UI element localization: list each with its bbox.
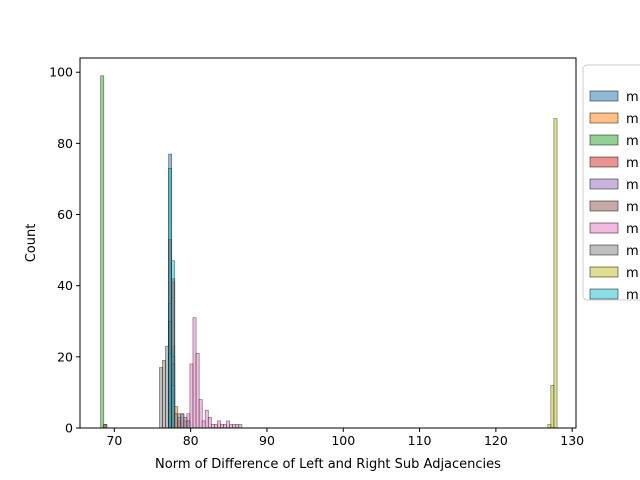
histogram-bar <box>103 424 108 428</box>
histogram-bar <box>195 352 200 428</box>
histogram-bar <box>214 424 218 428</box>
histogram-bar <box>171 260 176 428</box>
legend-swatch <box>589 266 619 278</box>
legend-label: m <box>626 178 639 193</box>
legend-label: m <box>626 222 639 237</box>
histogram-bar <box>553 118 558 428</box>
histogram-bar <box>159 367 163 428</box>
histogram-bar <box>210 424 215 428</box>
histogram-bar <box>165 345 169 428</box>
bars-layer <box>100 75 558 428</box>
histogram-bar <box>217 420 221 428</box>
histogram-bar <box>177 413 182 428</box>
x-tick-label: 120 <box>484 433 508 448</box>
legend-label: m <box>626 266 639 281</box>
histogram-bar <box>201 420 206 428</box>
legend-swatch <box>589 222 619 234</box>
y-tick-label: 40 <box>57 278 73 293</box>
x-axis: 70 80 90 100 110 120 130 <box>106 428 584 448</box>
legend-swatch <box>589 90 619 102</box>
histogram-bar <box>183 417 188 428</box>
histogram-bar <box>550 385 555 428</box>
histogram-bar <box>238 424 243 428</box>
histogram-bar <box>180 413 185 428</box>
y-tick-label: 20 <box>57 349 73 364</box>
histogram-bar <box>223 424 227 428</box>
x-tick-label: 70 <box>106 433 122 448</box>
x-axis-label: Norm of Difference of Left and Right Sub… <box>155 457 501 472</box>
histogram-bar <box>229 424 234 428</box>
x-tick-label: 90 <box>259 433 275 448</box>
legend-swatch <box>589 156 619 168</box>
histogram-bar <box>192 317 197 428</box>
y-axis-label: Count <box>24 224 39 263</box>
legend-swatch <box>589 178 619 190</box>
legend-swatch <box>589 244 619 256</box>
histogram-bar <box>235 424 240 428</box>
y-tick-label: 100 <box>49 65 73 80</box>
legend-label: m <box>626 112 639 127</box>
y-tick-label: 80 <box>57 136 73 151</box>
histogram-bar <box>189 363 194 428</box>
legend-label: m <box>626 134 639 149</box>
legend-label: m <box>626 244 639 259</box>
legend-swatch <box>589 112 619 124</box>
y-axis: 0 20 40 60 80 100 <box>49 65 80 436</box>
histogram-bar <box>226 420 231 428</box>
histogram-bar <box>204 409 209 428</box>
histogram-bar <box>198 399 203 428</box>
legend-swatch <box>589 288 619 300</box>
x-tick-label: 130 <box>560 433 584 448</box>
histogram-bar <box>547 424 552 428</box>
x-tick-label: 80 <box>183 433 199 448</box>
histogram-bar <box>207 417 212 428</box>
legend-label: m <box>626 90 639 105</box>
histogram-bar <box>162 360 166 428</box>
x-tick-label: 110 <box>408 433 432 448</box>
histogram-bar <box>232 424 237 428</box>
legend-label: m <box>626 156 639 171</box>
histogram-bar <box>100 75 105 428</box>
histogram-bar <box>220 424 224 428</box>
histogram-bar <box>186 420 191 428</box>
legend-swatch <box>589 200 619 212</box>
legend-label: m <box>626 200 639 215</box>
histogram-bar <box>168 167 173 428</box>
y-tick-label: 60 <box>57 207 73 222</box>
histogram-bar <box>174 413 179 428</box>
x-tick-label: 100 <box>331 433 355 448</box>
legend-swatch <box>589 134 619 146</box>
plot-frame <box>79 57 577 429</box>
y-tick-label: 0 <box>65 421 73 436</box>
legend-label: m <box>626 288 639 303</box>
